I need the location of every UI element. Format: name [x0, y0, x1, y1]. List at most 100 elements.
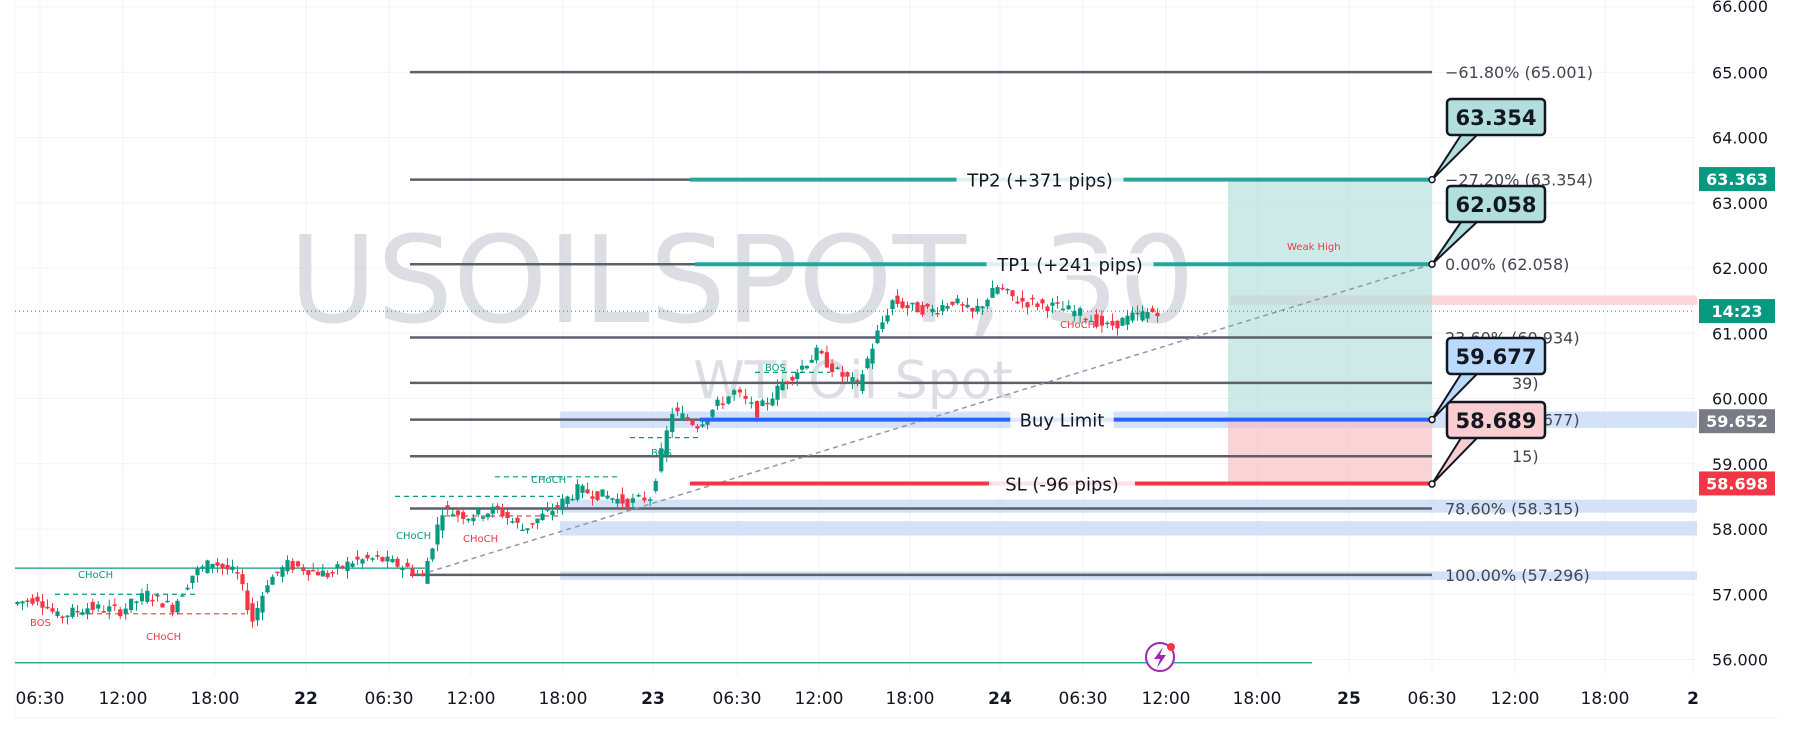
candle-body: [340, 565, 345, 568]
candle-body: [1055, 302, 1060, 304]
watermark-title: USOILSPOT, 30: [289, 212, 1195, 351]
candle-body: [970, 307, 975, 312]
loss-zone[interactable]: [1228, 419, 1432, 484]
candle-body: [280, 567, 285, 577]
candle-body: [275, 571, 280, 574]
weak-high-label: Weak High: [1287, 242, 1341, 253]
callout-box[interactable]: [1445, 400, 1547, 440]
candle-body: [355, 556, 360, 560]
candle-body: [1000, 287, 1005, 290]
fibonacci-levels[interactable]: −61.80% (65.001)−27.20% (63.354)0.00% (6…: [410, 63, 1593, 585]
candle-body: [85, 608, 90, 615]
candle-body: [910, 302, 915, 305]
callout-box[interactable]: [1445, 97, 1547, 137]
candle-body: [505, 511, 510, 519]
long-position-tool[interactable]: Weak High: [1228, 179, 1432, 484]
candle-body: [455, 510, 461, 515]
structure-label: CHoCH: [1060, 320, 1095, 331]
candle-body: [790, 376, 795, 381]
candle-body: [680, 413, 685, 420]
candle-body: [471, 517, 476, 522]
candle-body: [1089, 320, 1094, 323]
candle-body: [1115, 320, 1120, 329]
candle-body: [1130, 312, 1135, 321]
candle-body: [870, 348, 875, 364]
candle-body: [365, 554, 370, 559]
candle-body: [920, 305, 925, 315]
candle-body: [220, 563, 225, 568]
candle-body: [925, 303, 930, 307]
callout-price: 63.354: [1455, 106, 1536, 130]
candle-body: [610, 498, 615, 500]
callout-pointer: [1431, 437, 1480, 485]
callout-box[interactable]: [1445, 184, 1547, 224]
candle-body: [695, 426, 700, 429]
candle-body: [480, 516, 486, 519]
price-axis[interactable]: 56.000 57.000 58.000 59.000 60.000 61.000 62.0…: [1712, 0, 1768, 670]
candle-body: [945, 306, 950, 309]
candle-body: [1066, 305, 1071, 310]
candle-body: [555, 505, 560, 508]
candle-body: [648, 499, 653, 501]
callout-price: 59.677: [1455, 345, 1536, 369]
price-callouts[interactable]: 63.354 62.058 59.677 58.689: [1428, 97, 1547, 488]
tp1-label: TP1 (+241 pips): [996, 255, 1142, 276]
candle-body: [129, 598, 134, 611]
candle-body: [685, 417, 690, 421]
candle-body: [814, 347, 819, 361]
candle-body: [770, 398, 775, 406]
structure-label: CHoCH: [396, 531, 431, 542]
candle-body: [605, 495, 610, 499]
time-axis[interactable]: 06:30 12:00 18:00 22 06:30 12:00 18:00 23 06:30 1…: [16, 689, 1699, 709]
candle-body: [840, 372, 845, 377]
candle-body: [270, 576, 275, 585]
candle-body: [30, 598, 35, 604]
price-badge-text: 14:23: [1712, 302, 1763, 321]
candle-body: [535, 518, 540, 524]
y-tick-label: 66.000: [1712, 0, 1768, 16]
structure-label: CHoCH: [146, 632, 181, 643]
callout-box[interactable]: [1445, 336, 1547, 376]
candle-body: [1050, 302, 1055, 306]
tp2-label-bg: [956, 168, 1124, 191]
candle-body: [819, 350, 824, 354]
structure-label: CHoCH: [531, 475, 566, 486]
fib-trend-line[interactable]: [419, 263, 1433, 576]
candle-body: [743, 395, 748, 399]
candle-body: [749, 402, 754, 404]
candle-body: [311, 569, 316, 572]
candle-body: [215, 562, 220, 566]
candle-body: [40, 601, 45, 608]
candle-body: [575, 484, 580, 500]
market-structure-lines: CHoCHBOSCHoCHCHoCHCHoCHCHoCHBOSBOSCHoCH: [15, 320, 1312, 664]
candle-body: [510, 521, 515, 523]
candle-body: [400, 568, 405, 571]
candle-body: [900, 301, 905, 308]
callout-anchor: [1428, 415, 1436, 424]
candle-body: [875, 330, 880, 344]
profit-zone[interactable]: [1228, 179, 1432, 420]
candle-body: [75, 610, 80, 613]
x-tick-label: 18:00: [191, 689, 240, 709]
price-badge-text: 59.652: [1706, 412, 1768, 431]
trade-levels[interactable]: TP2 (+371 pips) TP1 (+241 pips) Buy Limit S…: [690, 168, 1432, 496]
candle-body: [560, 498, 565, 511]
structure-label: CHoCH: [463, 534, 498, 545]
candle-body: [636, 495, 641, 497]
callout-price: 62.058: [1455, 193, 1536, 217]
candle-body: [1035, 303, 1040, 308]
candle-body: [1078, 308, 1083, 316]
candle-body: [1072, 311, 1077, 317]
y-tick-label: 65.000: [1712, 63, 1768, 82]
alert-icon[interactable]: [1145, 642, 1175, 672]
candle-body: [720, 403, 725, 405]
candle-body: [500, 509, 505, 517]
candle-body: [1010, 290, 1015, 297]
candle-body: [461, 512, 466, 519]
candle-body: [1030, 297, 1035, 300]
candle-body: [615, 498, 620, 504]
candle-body: [390, 558, 395, 563]
candle-body: [1005, 288, 1010, 291]
fib-level-label: 78.60% (58.315): [1445, 499, 1580, 518]
